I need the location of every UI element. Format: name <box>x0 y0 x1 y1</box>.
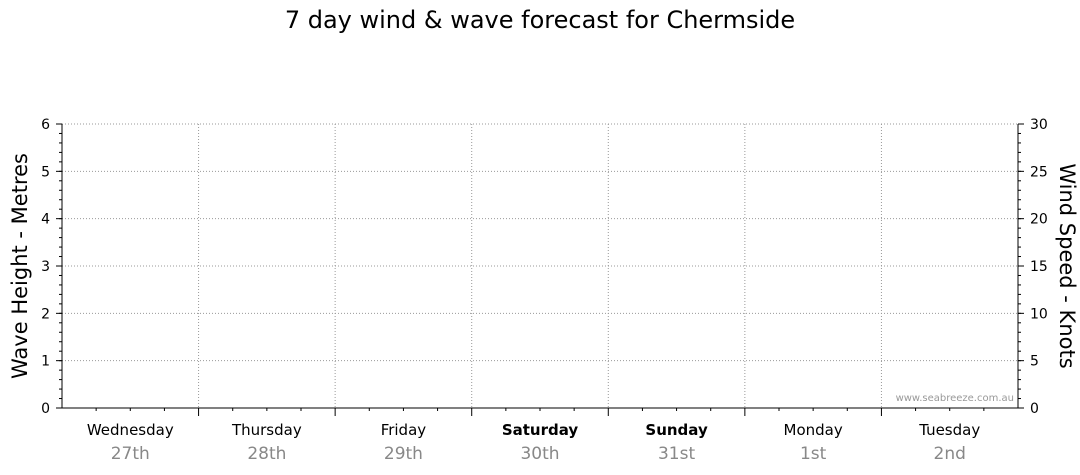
right-tick-label: 30 <box>1030 117 1048 133</box>
day-name-label: Wednesday <box>87 421 174 439</box>
day-name-label: Sunday <box>645 421 708 439</box>
day-labels: Wednesday 27th Thursday 28th Friday 29th Satur… <box>87 421 980 464</box>
left-tick-label: 4 <box>41 212 50 228</box>
left-tick-label: 0 <box>41 401 50 417</box>
right-tick-label: 25 <box>1030 164 1048 180</box>
day-date-label: 1st <box>800 444 827 464</box>
chart-title: 7 day wind & wave forecast for Chermside <box>284 6 796 34</box>
left-tick-label: 3 <box>41 259 50 275</box>
day-name-label: Saturday <box>502 421 579 439</box>
right-tick-label: 5 <box>1030 354 1039 370</box>
right-tick-label: 20 <box>1030 212 1048 228</box>
right-tick-label: 10 <box>1030 306 1048 322</box>
day-date-label: 28th <box>247 444 286 464</box>
left-tick-label: 6 <box>41 117 50 133</box>
day-date-label: 29th <box>384 444 423 464</box>
left-tick-label: 1 <box>41 354 50 370</box>
day-date-label: 31st <box>658 444 695 464</box>
grid-lines <box>62 123 1018 408</box>
watermark-text: www.seabreeze.com.au <box>896 393 1014 404</box>
right-axis-ticks: 0 5 10 15 20 25 30 <box>1018 117 1048 417</box>
day-date-label: 2nd <box>934 444 966 464</box>
axes <box>61 124 1019 416</box>
left-axis-title: Wave Height - Metres <box>8 153 32 379</box>
left-tick-label: 5 <box>41 164 50 180</box>
day-name-label: Tuesday <box>918 421 980 439</box>
day-name-label: Thursday <box>231 421 302 439</box>
day-name-label: Friday <box>381 421 427 439</box>
day-date-label: 27th <box>111 444 150 464</box>
right-axis-title: Wind Speed - Knots <box>1055 163 1079 368</box>
right-tick-label: 15 <box>1030 259 1048 275</box>
day-name-label: Monday <box>784 421 843 439</box>
left-axis-ticks: 0 1 2 3 4 5 6 <box>41 117 62 417</box>
day-date-label: 30th <box>520 444 559 464</box>
right-tick-label: 0 <box>1030 401 1039 417</box>
left-tick-label: 2 <box>41 306 50 322</box>
